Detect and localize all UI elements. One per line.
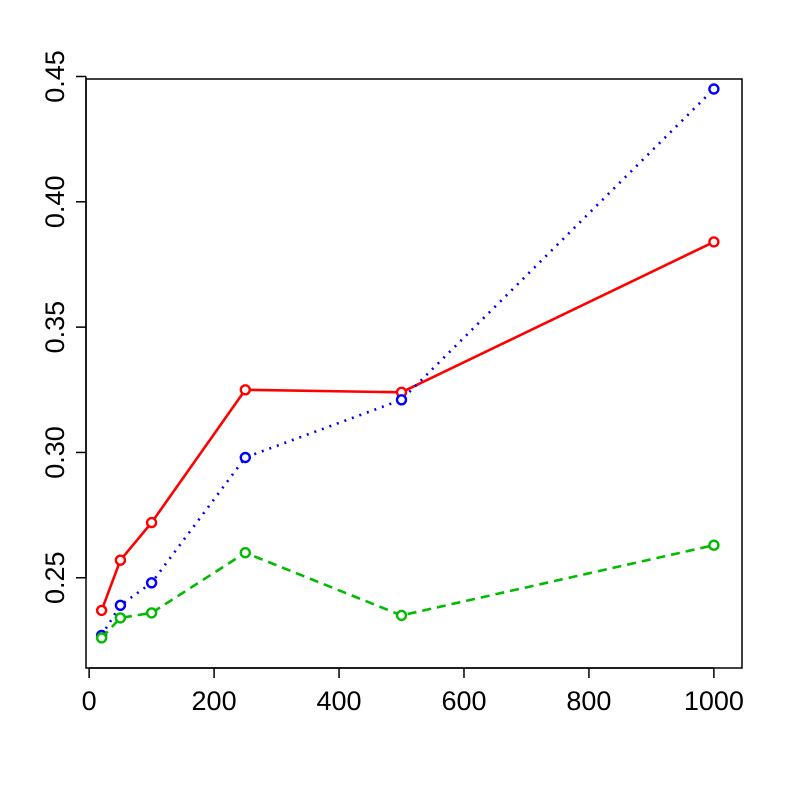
x-tick-label: 1000 [684,686,744,716]
x-tick-label: 400 [316,686,361,716]
series-1-point [95,604,108,617]
series-3-point [95,632,108,644]
series-3-point [239,547,252,559]
y-tick-label: 0.25 [40,551,70,604]
series-1-point [114,554,127,566]
y-tick-label: 0.45 [40,50,70,103]
series-1-line [100,240,715,611]
series-1-point [239,384,252,396]
series-2-point [114,599,127,611]
series-2-point [239,451,252,464]
series-layer [95,83,720,644]
y-axis: 0.25 0.30 0.35 0.40 0.45 [40,50,87,604]
series-3-point [708,539,720,551]
series-3-point [145,607,158,619]
series-2-point [395,394,408,406]
x-tick-label: 0 [82,686,97,716]
y-tick-label: 0.30 [40,426,70,479]
x-tick-label: 200 [192,686,237,716]
x-tick-label: 600 [441,686,486,716]
x-axis: 0 200 400 600 800 1000 [82,667,744,716]
series-3-point [395,609,408,622]
series-1-point [145,516,158,529]
series-3-point [114,612,127,624]
series-2-line [100,88,715,637]
x-tick-label: 800 [566,686,611,716]
series-1-point [708,236,720,248]
y-tick-label: 0.35 [40,301,70,354]
series-3-line [100,543,715,639]
series-2-point [145,577,158,589]
y-tick-label: 0.40 [40,176,70,229]
plot-area-frame [85,78,743,669]
series-2-point [708,83,720,95]
